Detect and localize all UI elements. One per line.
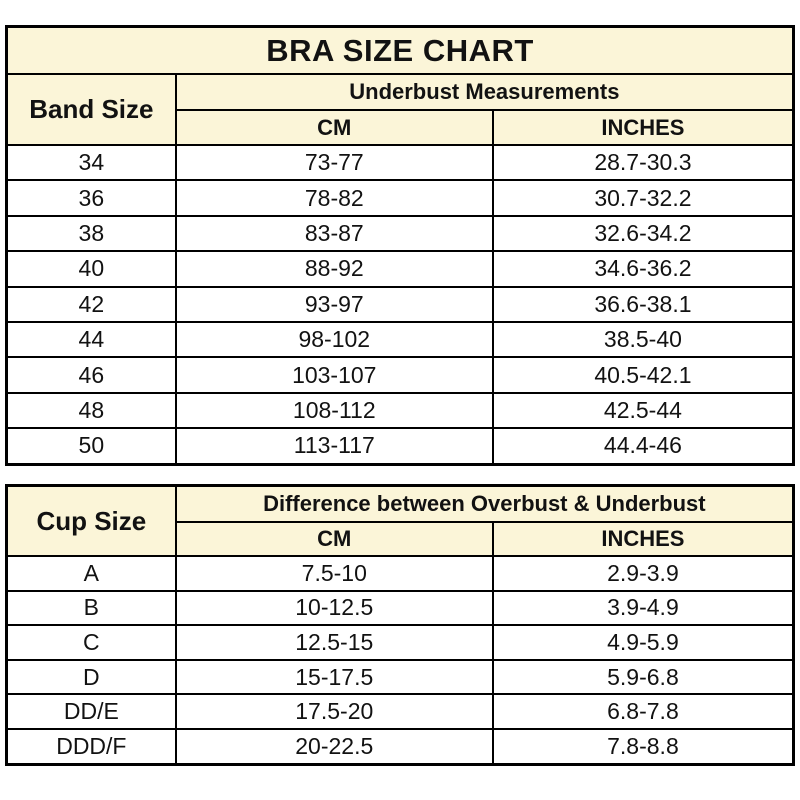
band-size-cell: 48 xyxy=(5,391,177,430)
table-title-row: BRA SIZE CHART xyxy=(5,25,795,75)
unit-header-row: CM INCHES xyxy=(7,521,795,557)
inches-cell: 34.6-36.2 xyxy=(491,250,795,288)
unit-header-row: CM INCHES xyxy=(7,109,795,146)
inches-cell: 4.9-5.9 xyxy=(491,624,795,661)
cm-cell: 113-117 xyxy=(174,427,494,466)
table-row: DD/E 17.5-20 6.8-7.8 xyxy=(5,693,795,730)
band-size-cell: 38 xyxy=(5,214,177,253)
band-size-cell: 40 xyxy=(5,250,177,288)
table-row: 40 88-92 34.6-36.2 xyxy=(5,250,795,288)
cm-cell: 83-87 xyxy=(174,214,494,253)
table-row: 48 108-112 42.5-44 xyxy=(5,391,795,430)
group-header-row: Cup Size Difference between Overbust & U… xyxy=(5,484,795,557)
cm-cell: 98-102 xyxy=(174,320,494,359)
page-title: BRA SIZE CHART xyxy=(5,25,795,75)
band-size-cell: 50 xyxy=(5,427,177,466)
table-row: 36 78-82 30.7-32.2 xyxy=(5,179,795,217)
cm-cell: 108-112 xyxy=(174,391,494,430)
underbust-measurements-header: Underbust Measurements xyxy=(174,73,795,111)
table-row: DDD/F 20-22.5 7.8-8.8 xyxy=(5,727,795,766)
cm-cell: 17.5-20 xyxy=(174,693,494,730)
band-size-column-header: Band Size xyxy=(5,73,177,146)
inches-cell: 28.7-30.3 xyxy=(491,143,795,182)
inches-cell: 40.5-42.1 xyxy=(491,356,795,394)
table-row: 38 83-87 32.6-34.2 xyxy=(5,214,795,253)
table-row: A 7.5-10 2.9-3.9 xyxy=(5,555,795,592)
cm-cell: 7.5-10 xyxy=(174,555,494,592)
band-size-cell: 34 xyxy=(5,143,177,182)
inches-cell: 30.7-32.2 xyxy=(491,179,795,217)
cup-size-cell: B xyxy=(5,589,177,627)
cm-cell: 12.5-15 xyxy=(174,624,494,661)
table-row: 46 103-107 40.5-42.1 xyxy=(5,356,795,394)
inches-cell: 5.9-6.8 xyxy=(491,658,795,696)
cm-cell: 15-17.5 xyxy=(174,658,494,696)
inches-cell: 44.4-46 xyxy=(491,427,795,466)
table-row: B 10-12.5 3.9-4.9 xyxy=(5,589,795,627)
cup-size-cell: C xyxy=(5,624,177,661)
cup-size-cell: DDD/F xyxy=(5,727,177,766)
cup-size-cell: DD/E xyxy=(5,693,177,730)
cm-cell: 73-77 xyxy=(174,143,494,182)
cm-column-header: CM xyxy=(174,521,494,557)
table-row: D 15-17.5 5.9-6.8 xyxy=(5,658,795,696)
difference-overbust-underbust-header: Difference between Overbust & Underbust xyxy=(174,484,795,523)
inches-cell: 3.9-4.9 xyxy=(491,589,795,627)
inches-cell: 7.8-8.8 xyxy=(491,727,795,766)
band-size-cell: 44 xyxy=(5,320,177,359)
cm-cell: 88-92 xyxy=(174,250,494,288)
table-row: 42 93-97 36.6-38.1 xyxy=(5,285,795,323)
table-row: 44 98-102 38.5-40 xyxy=(5,320,795,359)
cm-cell: 93-97 xyxy=(174,285,494,323)
cm-cell: 103-107 xyxy=(174,356,494,394)
band-size-table: BRA SIZE CHART Band Size Underbust Measu… xyxy=(5,25,795,466)
inches-cell: 36.6-38.1 xyxy=(491,285,795,323)
inches-cell: 2.9-3.9 xyxy=(491,555,795,592)
inches-cell: 42.5-44 xyxy=(491,391,795,430)
cm-cell: 78-82 xyxy=(174,179,494,217)
cm-column-header: CM xyxy=(174,109,494,146)
group-header-row: Band Size Underbust Measurements xyxy=(5,73,795,146)
table-row: 34 73-77 28.7-30.3 xyxy=(5,143,795,182)
cm-cell: 20-22.5 xyxy=(174,727,494,766)
band-size-cell: 42 xyxy=(5,285,177,323)
band-size-cell: 46 xyxy=(5,356,177,394)
cup-size-cell: A xyxy=(5,555,177,592)
cm-cell: 10-12.5 xyxy=(174,589,494,627)
cup-size-cell: D xyxy=(5,658,177,696)
inches-column-header: INCHES xyxy=(491,109,795,146)
inches-cell: 32.6-34.2 xyxy=(491,214,795,253)
inches-cell: 6.8-7.8 xyxy=(491,693,795,730)
table-row: C 12.5-15 4.9-5.9 xyxy=(5,624,795,661)
band-size-cell: 36 xyxy=(5,179,177,217)
cup-size-column-header: Cup Size xyxy=(5,484,177,557)
inches-cell: 38.5-40 xyxy=(491,320,795,359)
cup-size-table: Cup Size Difference between Overbust & U… xyxy=(5,484,795,766)
inches-column-header: INCHES xyxy=(491,521,795,557)
table-row: 50 113-117 44.4-46 xyxy=(5,427,795,466)
